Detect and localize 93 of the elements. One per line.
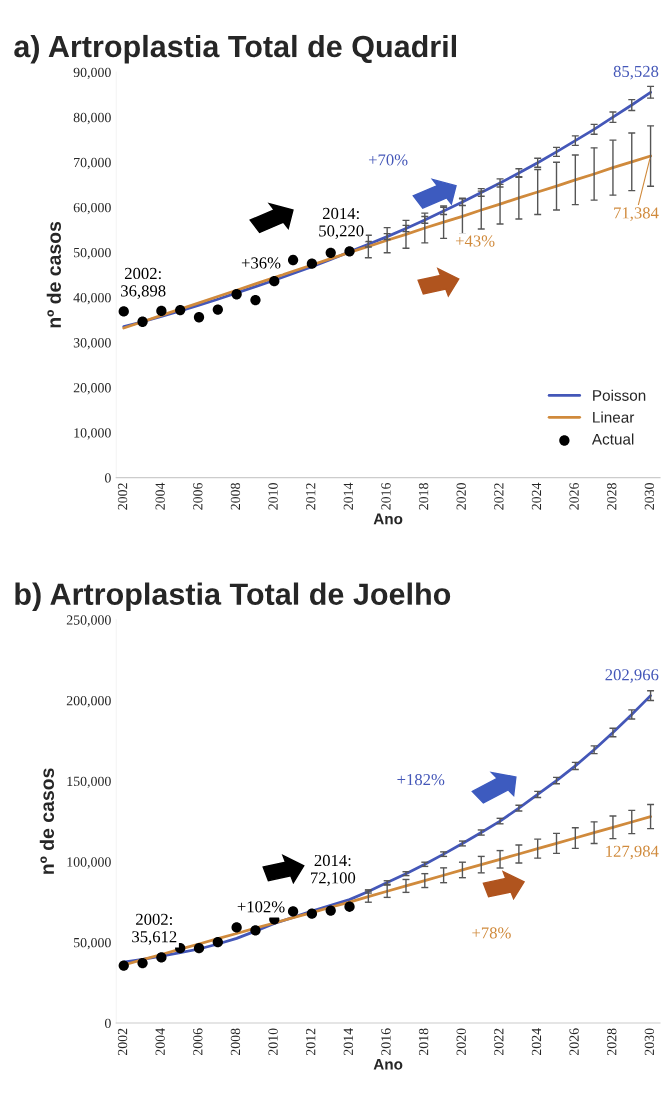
y-axis-title: nº de casos <box>46 221 61 328</box>
point <box>306 258 318 269</box>
point <box>212 937 223 948</box>
y-tick-label: 10,000 <box>74 428 111 440</box>
x-tick-label: 2004 <box>155 482 165 510</box>
x-tick-label: 2020 <box>456 1028 466 1056</box>
point <box>156 952 167 963</box>
y-tick-label: 200,000 <box>66 695 111 708</box>
y-tick-label: 90,000 <box>73 67 111 80</box>
point <box>287 254 299 266</box>
x-tick-label: 2012 <box>306 1028 316 1056</box>
x-tick-label: 2022 <box>494 483 504 510</box>
x-tick-label: 2016 <box>381 482 391 510</box>
point <box>193 943 205 954</box>
annotation: +43% <box>455 235 495 247</box>
x-tick-label: 2026 <box>569 1028 579 1056</box>
legend-label: Poisson <box>593 389 646 401</box>
point <box>212 304 223 315</box>
y-tick-label: 50,000 <box>73 937 111 950</box>
x-tick-label: 2024 <box>531 1028 542 1056</box>
x-tick-label: 2020 <box>456 483 466 510</box>
y-tick-label: 60,000 <box>73 202 111 215</box>
point <box>231 922 242 933</box>
x-tick-label: 2010 <box>268 483 278 510</box>
annotation: 2002: 36,898 <box>121 267 166 299</box>
point <box>344 901 355 912</box>
x-tick-label: 2002 <box>117 483 128 510</box>
y-tick-label: 30,000 <box>73 338 111 350</box>
x-tick-label: 2012 <box>306 483 316 510</box>
point <box>118 960 129 971</box>
point <box>325 247 336 258</box>
y-tick-label: 100,000 <box>67 857 111 869</box>
x-tick-label: 2028 <box>607 1028 617 1056</box>
annotation: +36% <box>241 257 281 269</box>
annotation: 2002: 35,612 <box>132 913 177 945</box>
x-tick-label: 2030 <box>644 483 655 510</box>
x-tick-label: 2014 <box>343 482 354 510</box>
point <box>344 246 355 257</box>
x-tick-label: 2016 <box>381 1028 391 1056</box>
point <box>269 276 280 287</box>
y-tick-label: 150,000 <box>67 776 111 789</box>
point <box>118 306 129 317</box>
point <box>156 305 167 317</box>
annotation: 71,384 <box>614 207 659 221</box>
legend-label: Linear <box>593 411 635 423</box>
x-tick-label: 2010 <box>268 1028 278 1056</box>
x-tick-label: 2006 <box>193 1028 203 1056</box>
x-tick-label: 2018 <box>418 1028 429 1056</box>
annotation: 2014: 72,100 <box>311 854 356 886</box>
x-tick-label: 2028 <box>607 483 617 510</box>
x-tick-label: 2018 <box>418 483 429 510</box>
annotation: +102% <box>237 901 285 913</box>
x-axis-title: Ano <box>373 1059 403 1070</box>
y-tick-label: 0 <box>104 473 111 483</box>
y-tick-label: 80,000 <box>73 112 111 125</box>
annotation: 85,528 <box>613 65 659 80</box>
legend-label: Actual <box>591 433 634 445</box>
x-tick-label: 2006 <box>193 482 203 510</box>
annotation: 2014: 50,220 <box>319 207 364 239</box>
x-tick-label: 2008 <box>230 483 241 510</box>
point <box>175 304 186 316</box>
y-tick-label: 0 <box>104 1018 111 1028</box>
y-axis-title: nº de casos <box>39 768 55 874</box>
x-tick-label: 2004 <box>155 1028 165 1056</box>
point <box>325 905 336 916</box>
x-tick-label: 2024 <box>531 482 542 510</box>
x-tick-label: 2026 <box>569 482 579 510</box>
y-tick-label: 40,000 <box>73 293 111 305</box>
point <box>193 312 205 323</box>
annotation: 202,966 <box>605 669 659 683</box>
point <box>287 906 299 917</box>
x-axis-title: Ano <box>373 513 403 525</box>
x-tick-label: 2030 <box>644 1028 655 1056</box>
x-tick-label: 2022 <box>494 1028 504 1056</box>
point <box>137 957 148 969</box>
x-tick-label: 2008 <box>230 1028 241 1056</box>
point <box>137 316 148 327</box>
chart-title: a) Artroplastia Total de Quadril <box>14 34 457 64</box>
point <box>306 908 318 919</box>
annotation: 127,984 <box>606 845 659 860</box>
point <box>250 294 261 306</box>
chart-title: b) Artroplastia Total de Joelho <box>15 582 451 611</box>
x-tick-label: 2002 <box>117 1028 128 1056</box>
point <box>231 289 242 300</box>
y-tick-label: 250,000 <box>66 615 111 627</box>
annotation: +78% <box>472 927 511 939</box>
y-tick-label: 70,000 <box>74 157 111 170</box>
annotation: +70% <box>368 154 408 166</box>
point <box>250 925 261 936</box>
x-tick-label: 2014 <box>343 1028 354 1056</box>
annotation: +182% <box>397 773 445 786</box>
y-tick-label: 50,000 <box>73 247 111 260</box>
y-tick-label: 20,000 <box>73 383 111 395</box>
